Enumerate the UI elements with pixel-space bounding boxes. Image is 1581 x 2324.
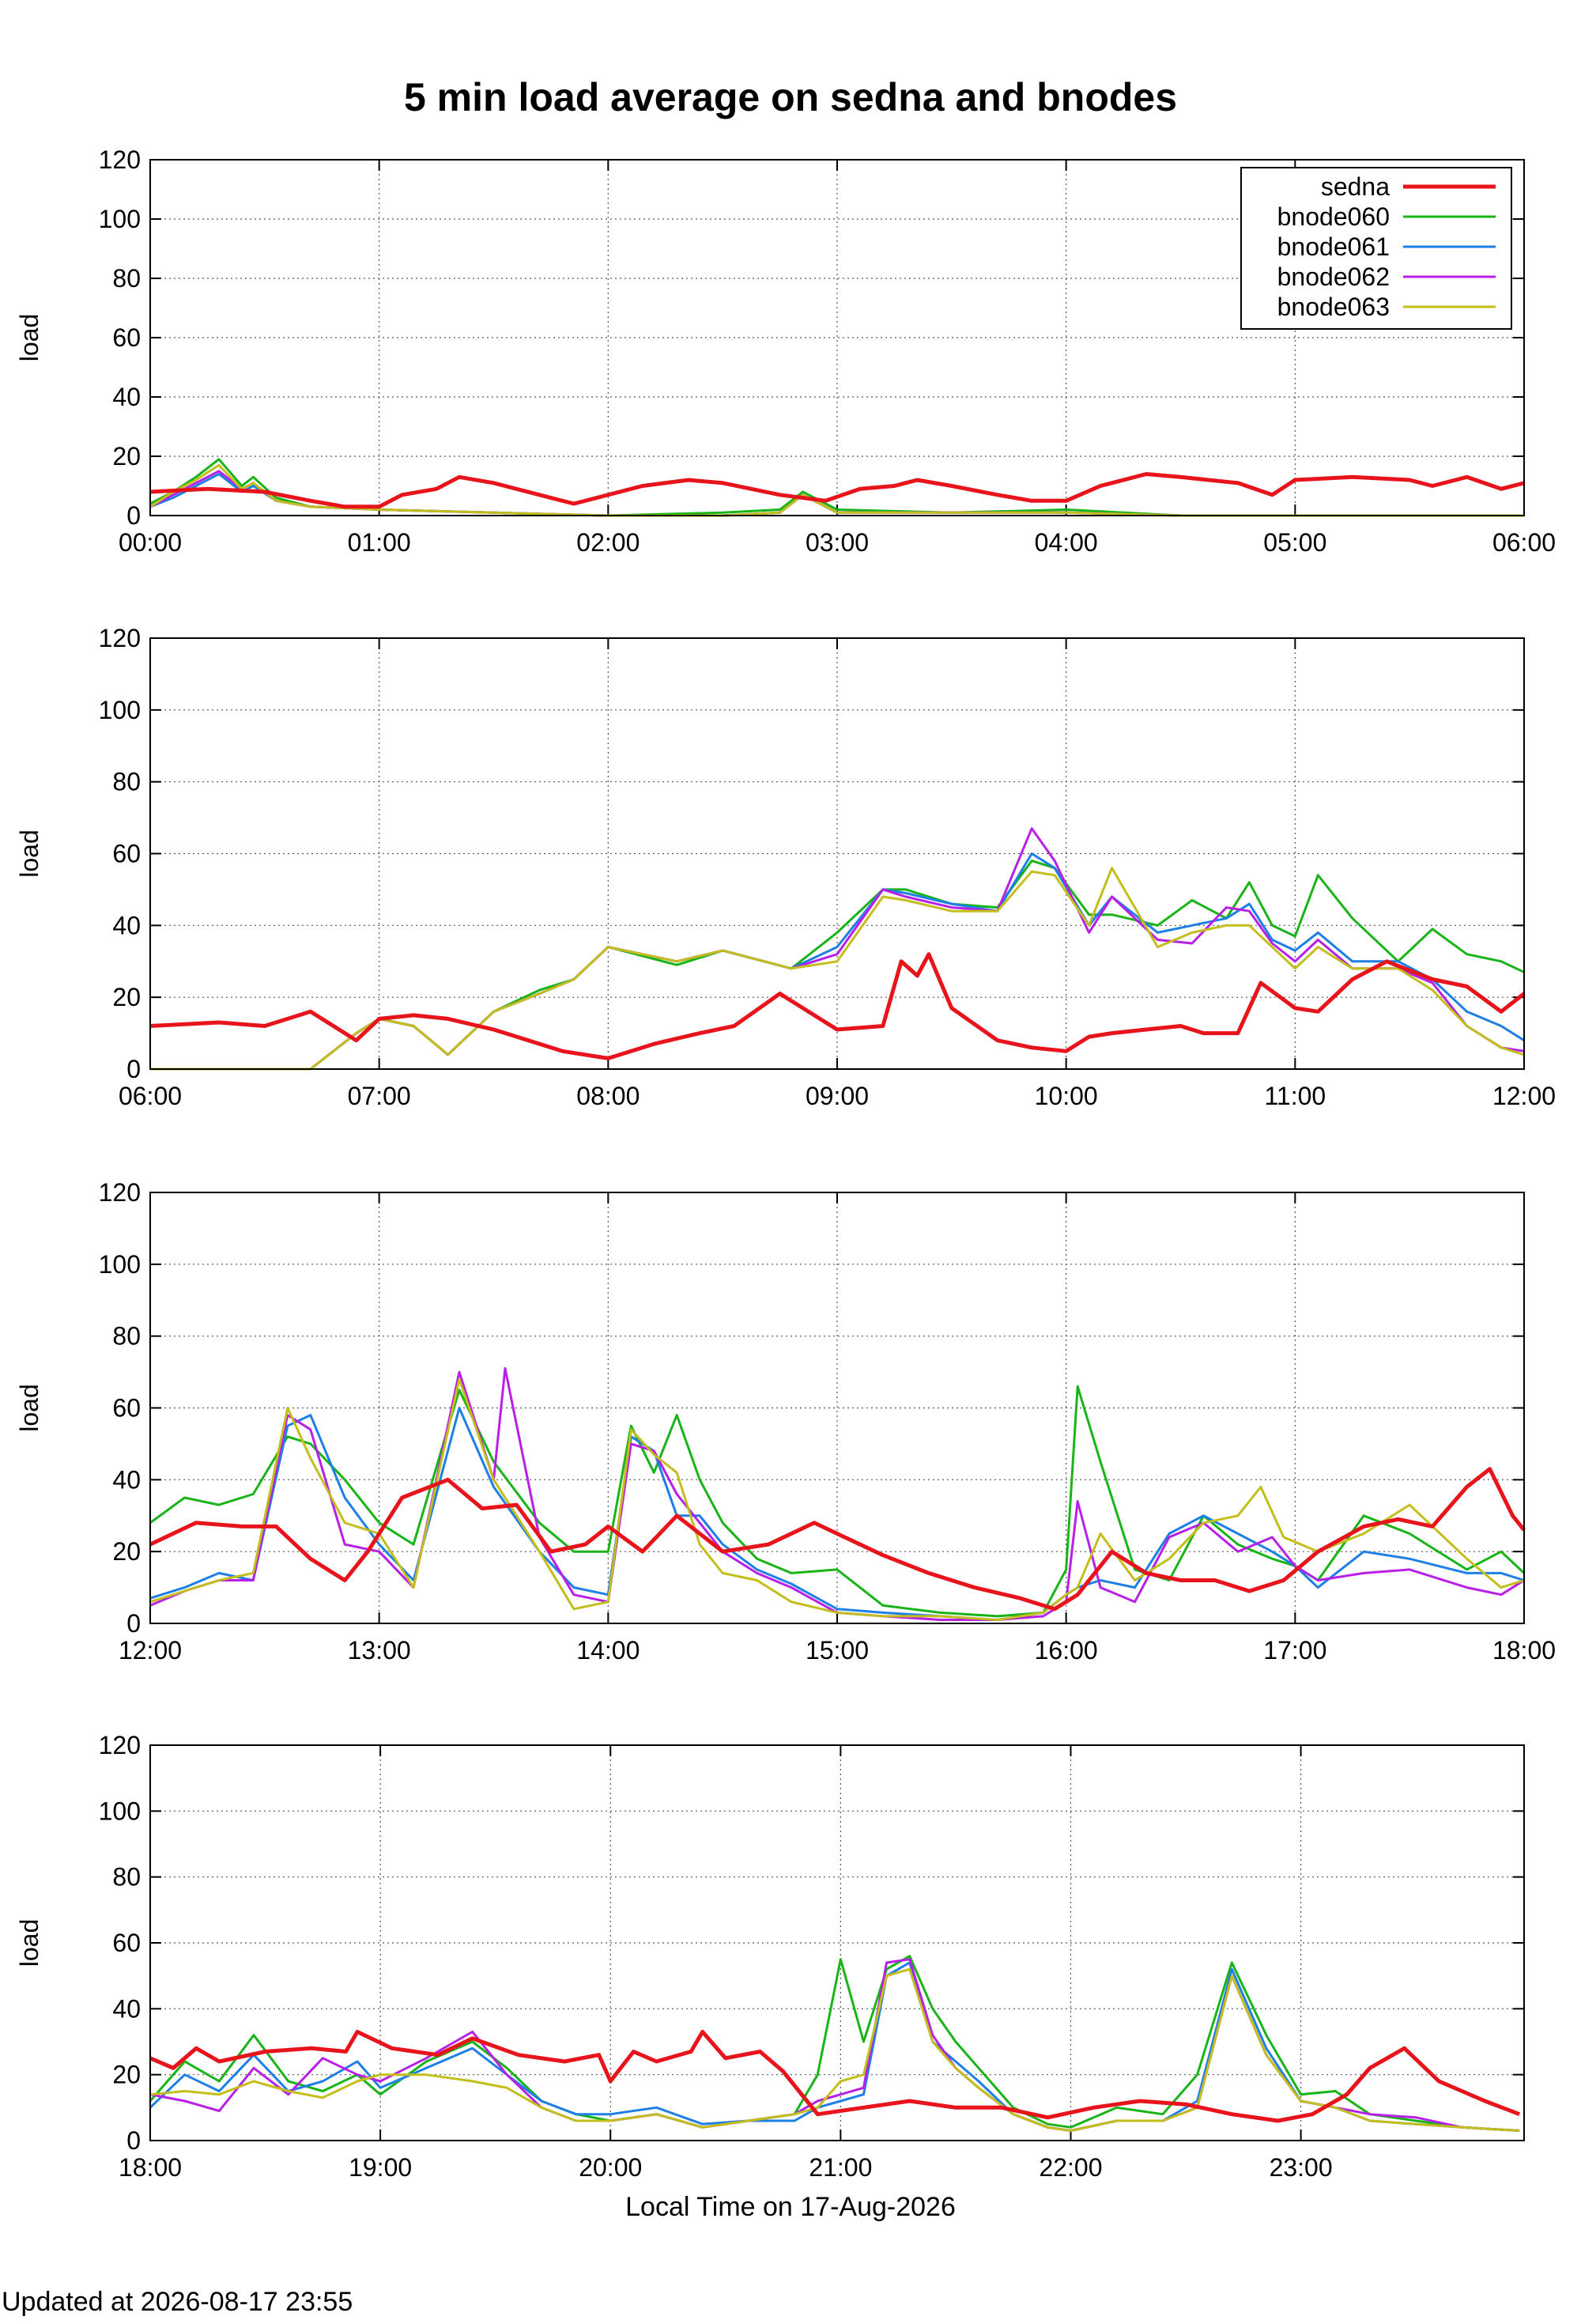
x-tick-label: 08:00 <box>576 1082 640 1110</box>
y-tick-label: 20 <box>112 2061 141 2089</box>
y-tick-label: 60 <box>112 1394 141 1423</box>
x-tick-label: 20:00 <box>579 2153 642 2182</box>
series-bnode061 <box>149 1961 1520 2132</box>
x-tick-label: 02:00 <box>576 528 640 557</box>
x-tick-label: 04:00 <box>1035 528 1098 557</box>
y-tick-label: 40 <box>112 911 141 939</box>
x-tick-label: 09:00 <box>806 1082 869 1110</box>
y-tick-label: 40 <box>112 1465 141 1494</box>
y-tick-label: 20 <box>112 983 141 1011</box>
x-tick-label: 12:00 <box>119 1636 182 1665</box>
x-tick-label: 13:00 <box>348 1636 411 1665</box>
y-axis-label: load <box>15 1384 43 1432</box>
legend-label-bnode060: bnode060 <box>1277 202 1390 231</box>
x-tick-label: 21:00 <box>809 2153 872 2182</box>
series-bnode063 <box>149 1377 1525 1621</box>
series-sedna <box>149 952 1526 1060</box>
y-tick-label: 60 <box>112 323 141 352</box>
x-tick-label: 06:00 <box>1492 528 1556 557</box>
legend-label-bnode063: bnode063 <box>1277 293 1390 321</box>
y-tick-label: 80 <box>112 768 141 796</box>
x-tick-label: 07:00 <box>348 1082 411 1110</box>
updated-timestamp: Updated at 2026-08-17 23:55 <box>2 2287 353 2317</box>
x-tick-label: 15:00 <box>806 1636 869 1665</box>
x-tick-label: 06:00 <box>119 1082 182 1110</box>
x-tick-label: 18:00 <box>119 2153 182 2182</box>
x-tick-label: 14:00 <box>576 1636 640 1665</box>
x-tick-label: 12:00 <box>1492 1082 1556 1110</box>
x-tick-label: 22:00 <box>1039 2153 1102 2182</box>
y-tick-label: 100 <box>99 1797 141 1825</box>
y-axis-label: load <box>15 1919 43 1967</box>
y-tick-label: 80 <box>112 1322 141 1351</box>
panel-2: 0 20 40 60 80 100 120 06:00 07:00 08:00 09:00 10:00… <box>15 624 1556 1110</box>
y-tick-label: 100 <box>99 205 141 233</box>
legend-label-bnode061: bnode061 <box>1277 232 1390 261</box>
legend-label-bnode062: bnode062 <box>1277 263 1390 291</box>
legend-box <box>1240 167 1512 330</box>
y-tick-label: 40 <box>112 383 141 411</box>
series-sedna <box>149 2030 1521 2123</box>
panel-1: 0 20 40 60 80 100 120 00:00 01:00 02:00 03:00 04:00… <box>15 145 1556 557</box>
plot-frame <box>149 1744 1525 2141</box>
series-bnode060 <box>149 1955 1520 2132</box>
x-tick-label: 16:00 <box>1035 1636 1098 1665</box>
legend-label-sedna: sedna <box>1321 172 1390 201</box>
x-tick-label: 00:00 <box>119 528 182 557</box>
x-tick-label: 05:00 <box>1263 528 1326 557</box>
series-sedna <box>149 1467 1526 1612</box>
y-axis-label: load <box>15 829 43 878</box>
y-tick-label: 120 <box>99 1731 141 1759</box>
chart-title: 5 min load average on sedna and bnodes <box>403 75 1178 119</box>
panel-3: 0 20 40 60 80 100 120 12:00 13:00 14:00 15:00 16:00… <box>15 1178 1556 1665</box>
plot-frame <box>149 1192 1525 1624</box>
y-tick-label: 20 <box>112 1537 141 1566</box>
y-tick-label: 0 <box>126 1609 141 1638</box>
y-tick-label: 0 <box>126 2126 141 2155</box>
y-tick-label: 60 <box>112 1929 141 1957</box>
x-tick-label: 23:00 <box>1270 2153 1333 2182</box>
series-bnode063 <box>149 463 1524 517</box>
y-axis-label: load <box>15 314 43 362</box>
series-bnode063 <box>150 867 1525 1071</box>
plot-frame <box>149 159 1525 516</box>
x-tick-label: 10:00 <box>1035 1082 1098 1110</box>
series-bnode062 <box>149 1367 1525 1621</box>
y-tick-label: 120 <box>99 145 141 174</box>
y-tick-label: 80 <box>112 264 141 293</box>
series-sedna <box>149 472 1525 509</box>
y-tick-label: 100 <box>99 1250 141 1279</box>
y-tick-label: 0 <box>126 1055 141 1083</box>
panel-4: 0 20 40 60 80 100 120 18:00 19:00 20:00 21:00 22:00… <box>15 1731 1525 2182</box>
y-tick-label: 80 <box>112 1863 141 1891</box>
y-tick-label: 20 <box>112 442 141 470</box>
y-tick-label: 60 <box>112 840 141 868</box>
x-tick-label: 01:00 <box>348 528 411 557</box>
x-tick-label: 17:00 <box>1263 1636 1326 1665</box>
x-tick-label: 18:00 <box>1492 1636 1556 1665</box>
y-tick-label: 100 <box>99 696 141 724</box>
x-tick-label: 11:00 <box>1264 1082 1326 1110</box>
series-bnode060 <box>149 1385 1526 1618</box>
y-tick-label: 40 <box>112 1994 141 2023</box>
x-tick-label: 19:00 <box>349 2153 412 2182</box>
x-axis-label: Local Time on 17-Aug-2026 <box>625 2192 956 2222</box>
plot-frame <box>149 637 1525 1070</box>
series-bnode063 <box>149 1967 1520 2132</box>
y-tick-label: 120 <box>99 624 141 652</box>
x-tick-label: 03:00 <box>806 528 869 557</box>
y-tick-label: 0 <box>126 501 141 530</box>
y-tick-label: 120 <box>99 1178 141 1207</box>
